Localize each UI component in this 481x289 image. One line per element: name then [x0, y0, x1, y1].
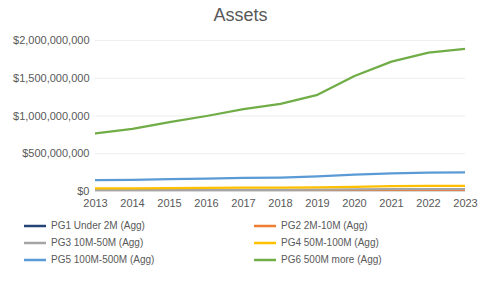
html-text:PG4 50M-100M (Agg): PG4 50M-100M (Agg) [281, 237, 379, 248]
html-text:PG5 100M-500M (Agg): PG5 100M-500M (Agg) [51, 254, 155, 265]
svg-text:2020: 2020 [342, 197, 366, 209]
svg-text:2019: 2019 [305, 197, 329, 209]
svg-text:$0: $0 [77, 185, 89, 197]
html-text:PG1 Under 2M (Agg): PG1 Under 2M (Agg) [51, 220, 145, 231]
svg-text:2013: 2013 [83, 197, 107, 209]
html-text:PG2 2M-10M (Agg): PG2 2M-10M (Agg) [281, 220, 368, 231]
svg-text:$2,000,000,000: $2,000,000,000 [13, 34, 89, 46]
svg-text:$1,500,000,000: $1,500,000,000 [13, 72, 89, 84]
svg-text:$1,000,000,000: $1,000,000,000 [13, 110, 89, 122]
svg-text:2022: 2022 [416, 197, 440, 209]
html-text:PG6 500M more (Agg): PG6 500M more (Agg) [281, 254, 382, 265]
svg-text:$500,000,000: $500,000,000 [22, 147, 89, 159]
html-text:Assets: Assets [213, 5, 268, 25]
svg-text:2017: 2017 [231, 197, 255, 209]
svg-text:2021: 2021 [379, 197, 403, 209]
svg-text:2023: 2023 [453, 197, 477, 209]
svg-text:2014: 2014 [120, 197, 144, 209]
html-text:PG3 10M-50M (Agg): PG3 10M-50M (Agg) [51, 237, 144, 248]
svg-text:2015: 2015 [157, 197, 181, 209]
svg-text:2018: 2018 [268, 197, 292, 209]
svg-text:2016: 2016 [194, 197, 218, 209]
